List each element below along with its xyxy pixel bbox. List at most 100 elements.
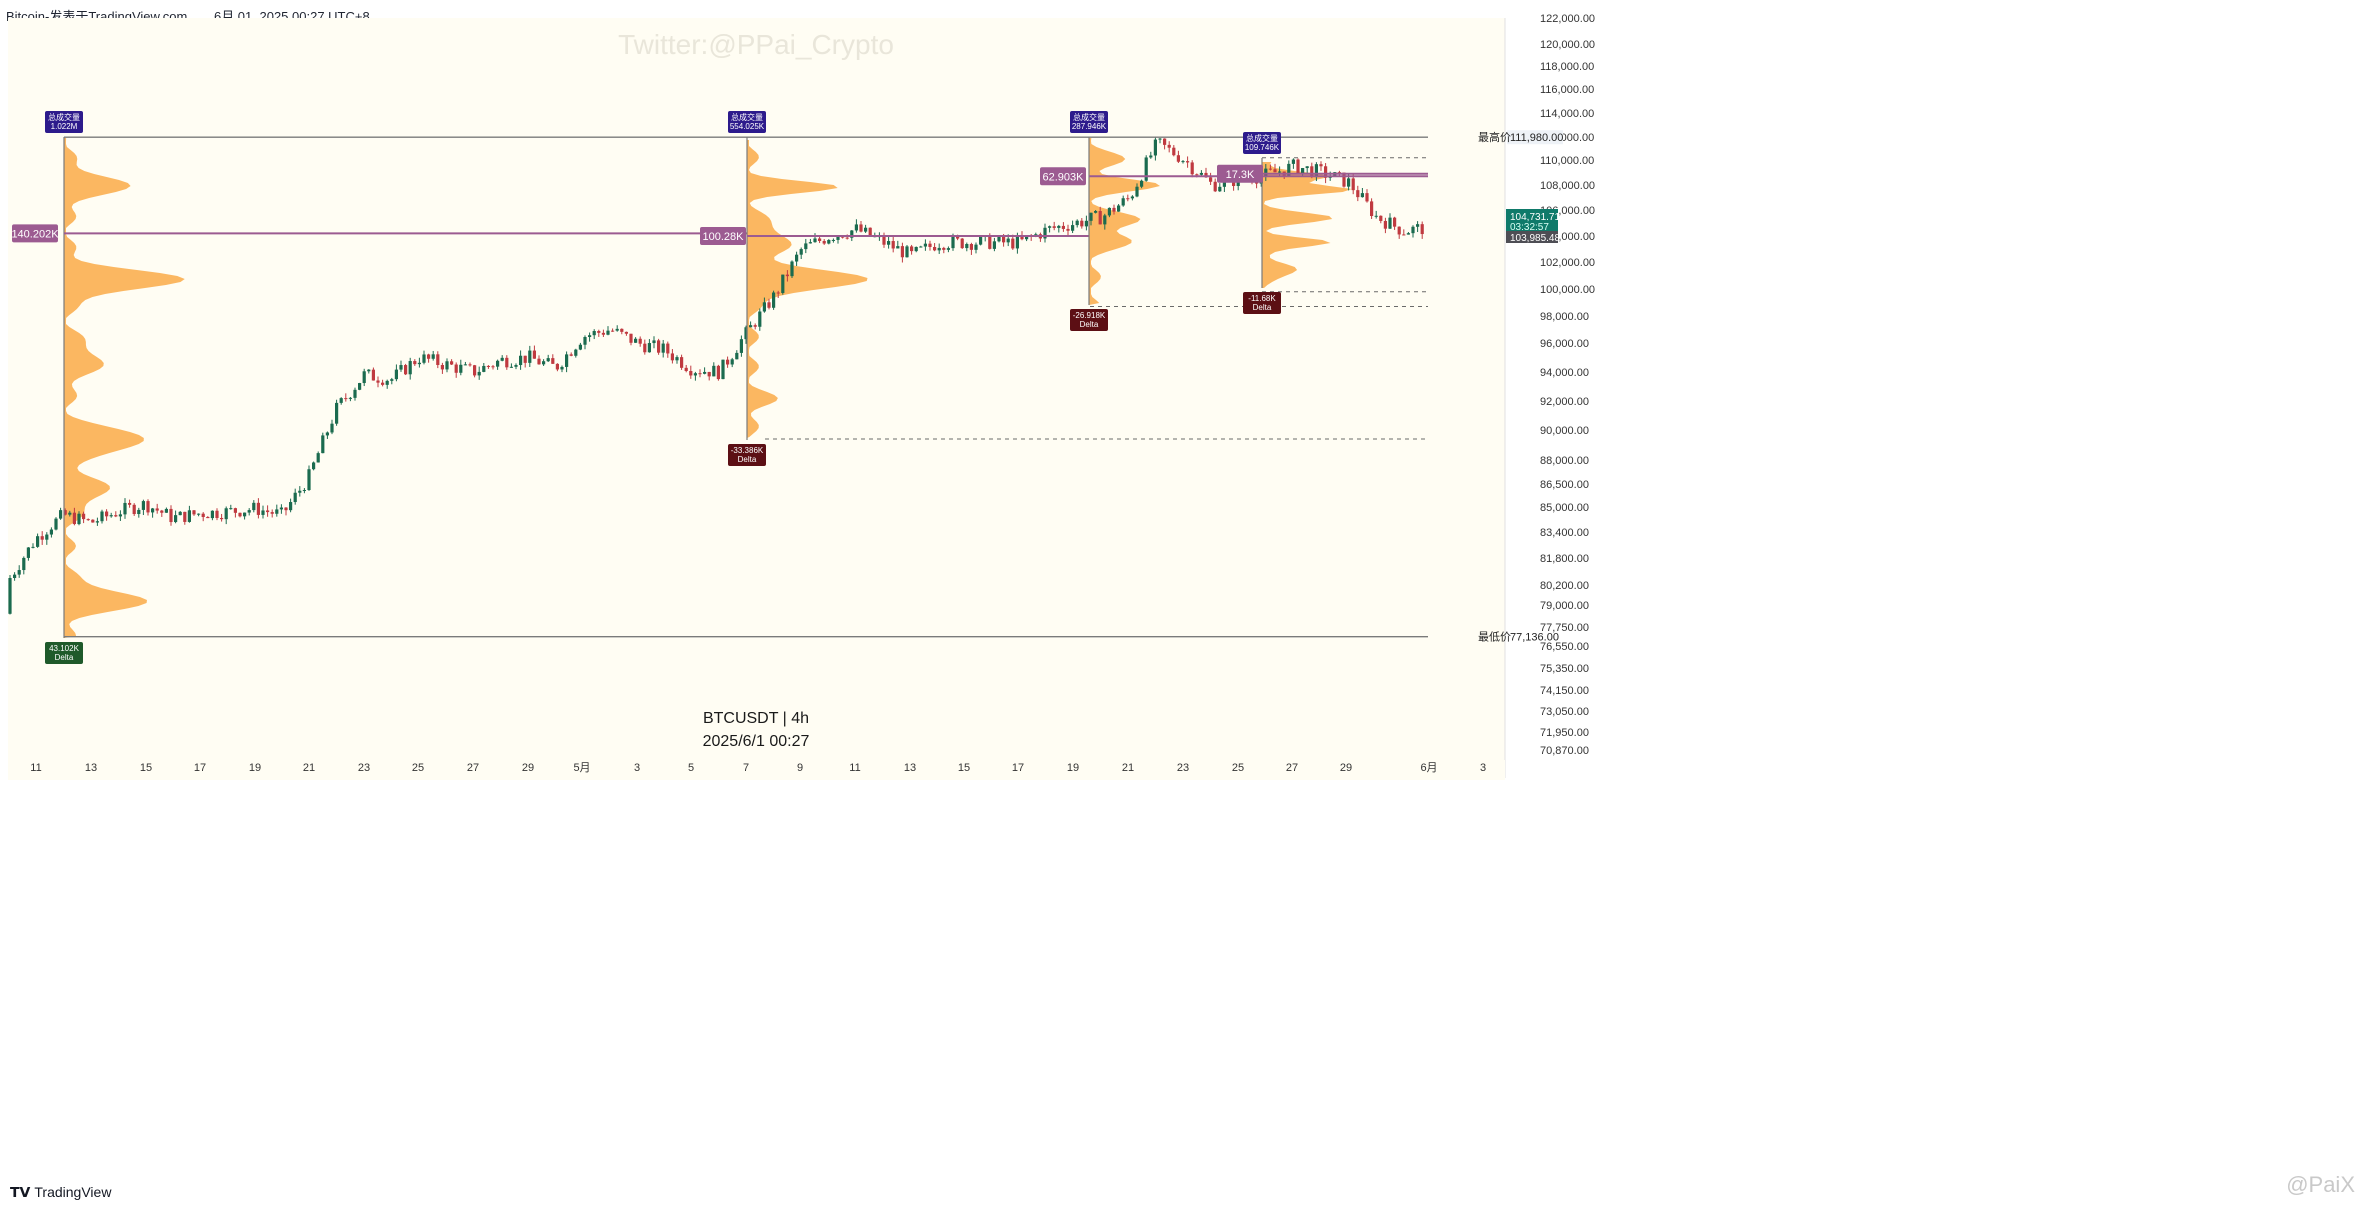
candle-down <box>643 343 647 353</box>
candle-down <box>63 510 67 515</box>
price-tick-label: 81,800.00 <box>1540 553 1589 565</box>
candle-down <box>597 331 601 333</box>
delta-value: -33.386K <box>731 446 764 455</box>
candle-up <box>542 361 546 365</box>
candle-down <box>900 246 904 258</box>
candle-down <box>716 365 720 380</box>
candle-up <box>445 361 449 370</box>
candle-down <box>1420 224 1424 235</box>
time-tick-label: 21 <box>303 762 315 774</box>
total-volume-caption: 总成交量 <box>1246 133 1278 143</box>
candle-down <box>381 382 385 385</box>
candle-down <box>822 240 826 244</box>
tradingview-logo[interactable]: 𝗧𝗩 TradingView <box>10 1184 111 1201</box>
candle-up <box>693 373 697 376</box>
candle-up <box>836 236 840 240</box>
candle-up <box>339 398 343 403</box>
candle-down <box>132 504 136 515</box>
candle-down <box>785 274 789 277</box>
candle-down <box>551 358 555 364</box>
candle-down <box>698 373 702 375</box>
candle-up <box>137 509 141 515</box>
total-volume-caption: 总成交量 <box>731 112 763 122</box>
candle-down <box>767 302 771 308</box>
candle-up <box>496 360 500 367</box>
candle-up <box>974 244 978 250</box>
candle-down <box>146 501 150 513</box>
candle-up <box>399 365 403 370</box>
candle-up <box>463 364 467 366</box>
delta-bg <box>1070 309 1108 331</box>
candle-up <box>279 507 283 510</box>
candle-down <box>684 367 688 371</box>
delta-caption: Delta <box>1080 320 1099 329</box>
price-tick-label: 94,000.00 <box>1540 367 1589 379</box>
candle-down <box>1402 234 1406 236</box>
tradingview-logo-text: TradingView <box>34 1184 112 1200</box>
delta-caption: Delta <box>738 455 757 464</box>
candle-up <box>26 547 30 558</box>
delta-value: -11.68K <box>1248 294 1276 303</box>
candle-down <box>891 241 895 249</box>
time-tick-label: 17 <box>1012 762 1024 774</box>
total-volume-caption: 总成交量 <box>48 112 80 122</box>
bar-countdown: 03:32:57 <box>1510 222 1549 233</box>
poc-label-bg <box>1040 167 1086 186</box>
candle-up <box>1181 161 1185 163</box>
candle-down <box>215 510 219 518</box>
candle-down <box>1296 159 1300 174</box>
candle-down <box>1195 174 1199 176</box>
candle-down <box>1061 225 1065 229</box>
candle-down <box>155 508 159 511</box>
candle-up <box>827 239 831 244</box>
time-tick-label: 17 <box>194 762 206 774</box>
candle-up <box>914 246 918 252</box>
candlesticks <box>8 137 1424 615</box>
candle-up <box>31 546 35 548</box>
candle-up <box>739 339 743 353</box>
poc-label-bg <box>700 227 746 245</box>
candle-up <box>312 462 316 470</box>
candle-down <box>1397 226 1401 235</box>
candle-down <box>1020 236 1024 240</box>
delta-value: 43.102K <box>49 644 79 653</box>
time-tick-label: 15 <box>958 762 970 774</box>
candle-up <box>514 365 518 367</box>
candle-down <box>988 235 992 249</box>
candle-down <box>183 511 187 522</box>
low-price-caption: 最低价 <box>1478 631 1511 644</box>
candle-down <box>666 343 670 354</box>
candle-down <box>1126 198 1130 200</box>
time-tick-label: 29 <box>1340 762 1352 774</box>
candle-up <box>1103 215 1107 225</box>
candle-up <box>141 501 145 510</box>
candle-up <box>330 423 334 433</box>
candle-up <box>772 292 776 308</box>
profile-may19 <box>1089 138 1160 305</box>
candle-down <box>726 359 730 365</box>
candle-up <box>1006 238 1010 243</box>
candle-down <box>1204 172 1208 178</box>
time-tick-label: 21 <box>1122 762 1134 774</box>
candle-up <box>8 577 12 614</box>
candle-down <box>969 244 973 250</box>
price-tick-label: 71,950.00 <box>1540 727 1589 739</box>
candle-up <box>813 238 817 243</box>
candle-down <box>910 246 914 252</box>
candle-up <box>500 357 504 361</box>
poc-volume-label: 100.28K <box>703 231 745 243</box>
candle-down <box>105 511 109 517</box>
candle-up <box>560 366 564 370</box>
candle-up <box>712 365 716 377</box>
candle-up <box>1025 235 1029 240</box>
candle-up <box>1015 236 1019 249</box>
time-tick-label: 5月 <box>573 762 590 774</box>
secondary-price-value: 103,985.48 <box>1510 233 1560 244</box>
price-tick-label: 122,000.00 <box>1540 13 1595 25</box>
time-tick-label: 9 <box>797 762 803 774</box>
candle-down <box>818 238 822 241</box>
candle-down <box>1176 155 1180 162</box>
candle-up <box>390 379 394 381</box>
candle-up <box>358 383 362 390</box>
